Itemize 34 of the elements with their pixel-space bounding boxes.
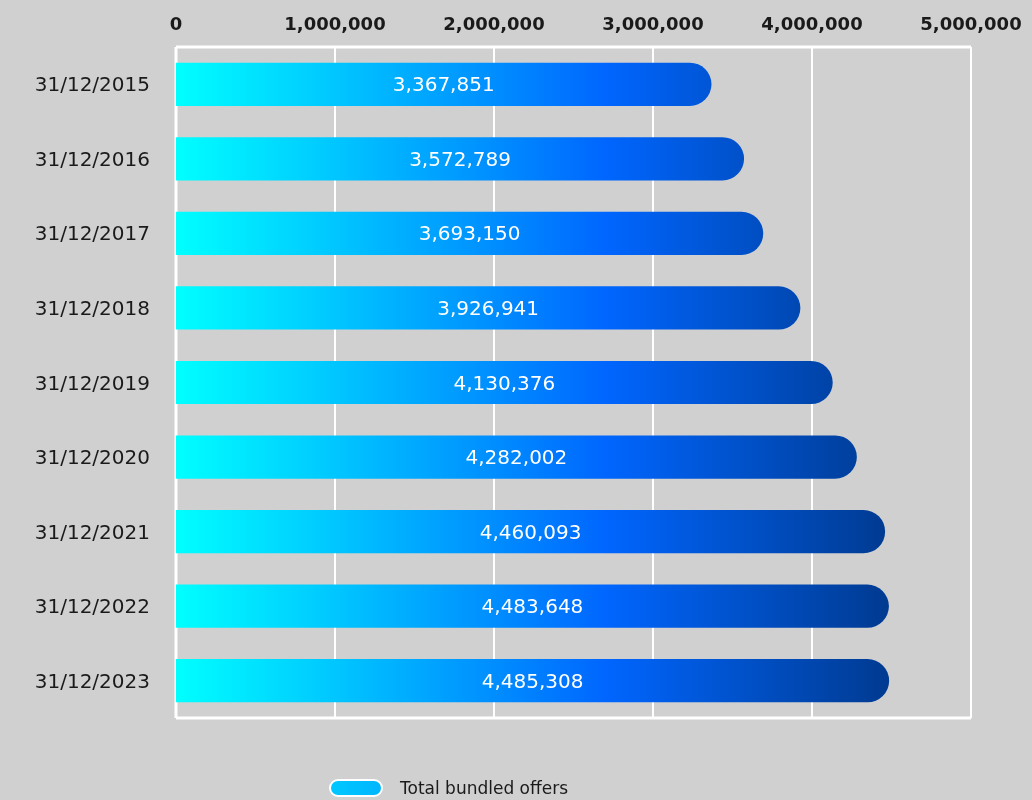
- x-tick-label: 0: [169, 13, 183, 34]
- bar: [176, 137, 745, 181]
- y-tick-label: 31/12/2015: [34, 72, 150, 97]
- bar: [176, 360, 833, 405]
- data-label: 4,483,648: [481, 594, 584, 619]
- bar: [176, 659, 890, 703]
- y-tick-label: 31/12/2023: [34, 668, 150, 693]
- y-tick-label: 31/12/2021: [34, 519, 150, 544]
- data-label: 3,926,941: [437, 295, 540, 320]
- bar: [176, 211, 764, 256]
- x-tick-label: 2,000,000: [443, 13, 545, 34]
- bar: [176, 62, 712, 106]
- data-label: 3,572,789: [409, 146, 511, 171]
- y-tick-label: 31/12/2018: [34, 295, 150, 320]
- bar: [176, 435, 857, 479]
- y-tick-label: 31/12/2022: [34, 594, 150, 619]
- data-label: 4,130,376: [453, 370, 556, 395]
- bar: [176, 584, 889, 628]
- y-tick-label: 31/12/2020: [34, 445, 150, 470]
- bar: [176, 286, 801, 330]
- data-label: 4,460,093: [479, 519, 582, 544]
- x-tick-label: 3,000,000: [602, 13, 704, 34]
- data-label: 3,367,851: [392, 72, 495, 97]
- data-label: 4,485,308: [481, 668, 584, 693]
- y-tick-label: 31/12/2017: [34, 221, 150, 246]
- bar: [176, 509, 886, 554]
- x-tick-label: 4,000,000: [761, 13, 863, 34]
- y-tick-label: 31/12/2019: [34, 370, 150, 395]
- y-tick-label: 31/12/2016: [34, 146, 150, 171]
- data-label: 3,693,150: [418, 221, 521, 246]
- legend-label: Total bundled offers: [399, 777, 569, 798]
- x-tick-label: 1,000,000: [284, 13, 386, 34]
- x-tick-label: 5,000,000: [920, 13, 1022, 34]
- data-label: 4,282,002: [465, 445, 568, 470]
